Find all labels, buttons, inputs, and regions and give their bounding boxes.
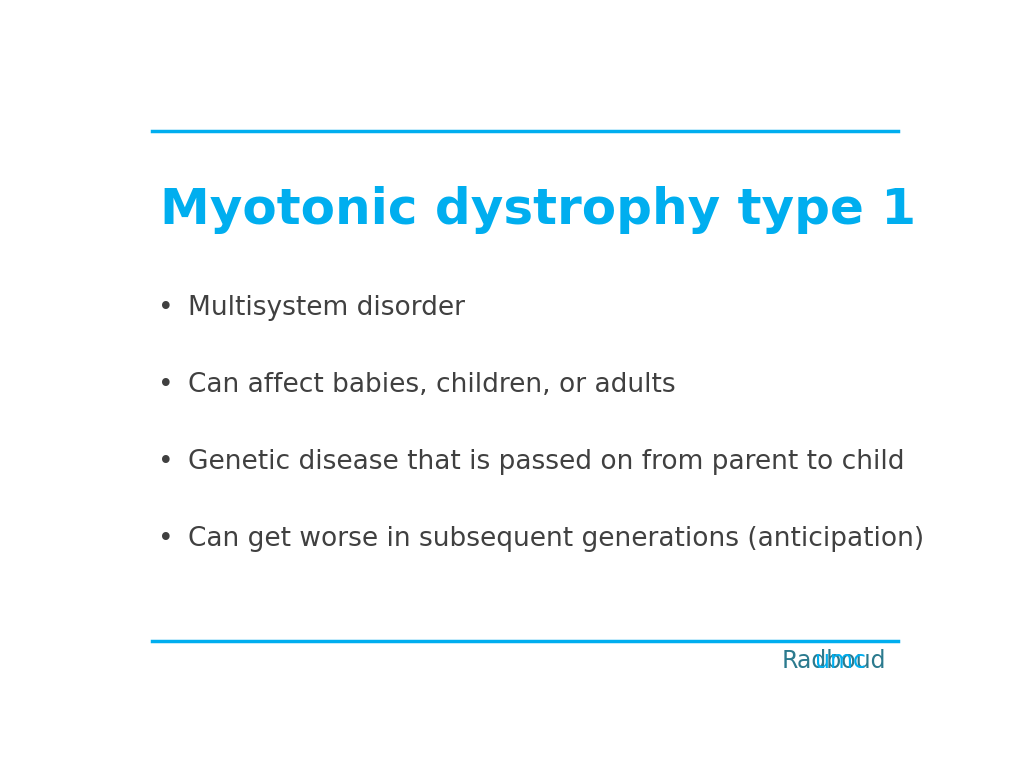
Text: Multisystem disorder: Multisystem disorder bbox=[187, 295, 465, 321]
Text: umc: umc bbox=[814, 649, 865, 673]
Text: •: • bbox=[159, 525, 174, 551]
Text: Radboud: Radboud bbox=[781, 649, 886, 673]
Text: Can get worse in subsequent generations (anticipation): Can get worse in subsequent generations … bbox=[187, 525, 924, 551]
Text: Can affect babies, children, or adults: Can affect babies, children, or adults bbox=[187, 372, 675, 398]
Text: •: • bbox=[159, 449, 174, 475]
Text: Myotonic dystrophy type 1: Myotonic dystrophy type 1 bbox=[160, 187, 915, 234]
Text: Genetic disease that is passed on from parent to child: Genetic disease that is passed on from p… bbox=[187, 449, 904, 475]
Text: •: • bbox=[159, 295, 174, 321]
Text: •: • bbox=[159, 372, 174, 398]
